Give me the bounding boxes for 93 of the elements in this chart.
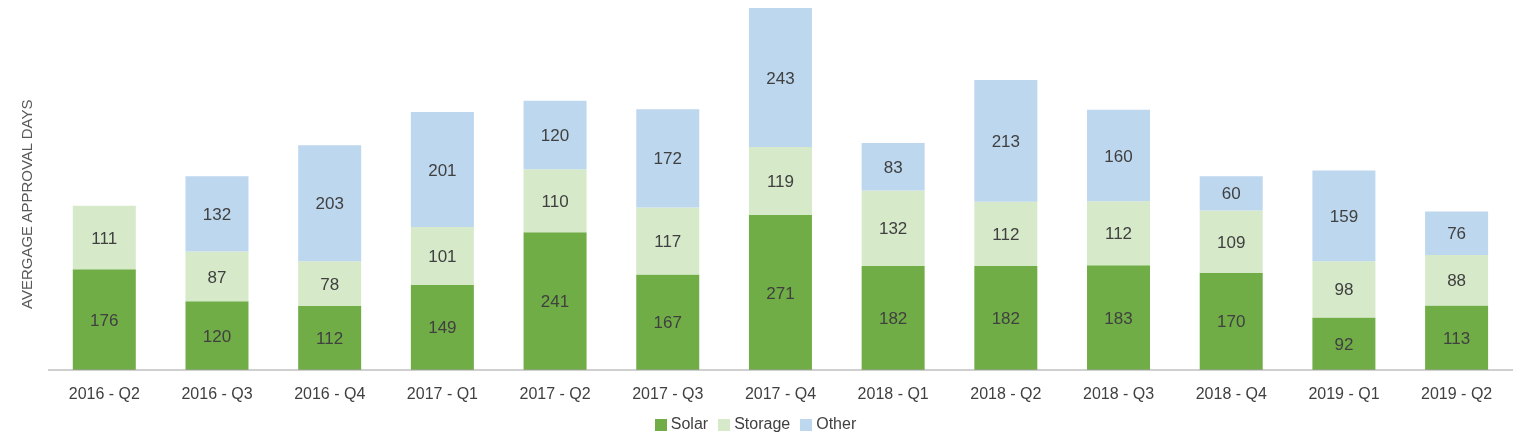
x-tick-label: 2018 - Q3: [1083, 385, 1155, 403]
x-tick-label: 2016 - Q2: [68, 385, 141, 403]
bar: [861, 265, 925, 370]
bar: [861, 190, 925, 266]
data-label: 132: [878, 219, 908, 239]
data-label: 98: [1334, 280, 1354, 300]
bar: [748, 215, 812, 370]
data-label: 149: [428, 318, 457, 338]
bar: [748, 146, 812, 216]
data-label: 76: [1447, 224, 1467, 244]
legend-label: Other: [816, 415, 857, 432]
data-label: 87: [207, 267, 227, 287]
data-label: 170: [1217, 312, 1246, 332]
bar: [410, 112, 474, 228]
legend-label: Storage: [734, 415, 791, 432]
data-label: 113: [1443, 328, 1471, 348]
data-label: 111: [91, 228, 118, 248]
bar: [1312, 261, 1376, 318]
legend-label: Solar: [670, 415, 709, 432]
data-label: 83: [883, 157, 903, 177]
data-label: 92: [1334, 334, 1354, 354]
bar: [748, 8, 812, 147]
bar: [72, 269, 136, 370]
bar: [523, 100, 587, 170]
data-label: 112: [1104, 224, 1133, 244]
bar: [636, 109, 700, 208]
bar: [1425, 255, 1489, 306]
data-label: 172: [653, 149, 682, 169]
data-label: 120: [540, 125, 570, 145]
bar: [1425, 305, 1489, 370]
bar: [636, 207, 700, 275]
bar: [523, 232, 587, 370]
data-label: 182: [991, 308, 1021, 328]
y-axis-title: AVERGAGE APPROVAL DAYS: [18, 99, 36, 309]
data-label: 119: [766, 172, 794, 192]
bar: [185, 176, 249, 252]
bar: [72, 205, 136, 270]
data-label: 109: [1217, 232, 1246, 252]
data-label: 271: [766, 283, 795, 303]
x-tick-label: 2017 - Q1: [406, 385, 479, 403]
bar: [298, 305, 362, 370]
data-label: 176: [90, 310, 119, 330]
x-tick-label: 2018 - Q2: [970, 385, 1042, 403]
x-tick-label: 2018 - Q1: [857, 385, 929, 403]
bar: [974, 201, 1038, 266]
bar: [1199, 272, 1263, 370]
data-label: 101: [428, 246, 457, 266]
bar: [1312, 170, 1376, 262]
bar: [1199, 176, 1263, 211]
bar: [861, 142, 925, 191]
x-tick-label: 2019 - Q2: [1421, 385, 1493, 403]
x-tick-label: 2017 - Q2: [519, 385, 591, 403]
data-label: 117: [654, 232, 682, 252]
x-tick-label: 2016 - Q3: [181, 385, 253, 403]
data-label: 78: [320, 274, 340, 294]
bar: [1087, 109, 1151, 202]
data-label: 88: [1447, 271, 1467, 291]
data-label: 183: [1104, 308, 1133, 328]
bar: [410, 227, 474, 285]
bar: [298, 145, 362, 262]
data-label: 112: [316, 329, 344, 349]
bar: [1199, 210, 1263, 273]
data-label: 132: [202, 204, 232, 224]
x-tick-label: 2017 - Q3: [632, 385, 704, 403]
data-label: 60: [1221, 184, 1241, 204]
x-tick-label: 2016 - Q4: [294, 385, 366, 403]
bar: [1087, 201, 1151, 266]
bar: [974, 80, 1038, 202]
bar: [523, 169, 587, 233]
data-label: 110: [541, 191, 569, 211]
data-label: 159: [1329, 206, 1359, 226]
bar: [1312, 317, 1376, 370]
data-label: 182: [878, 308, 908, 328]
bar: [974, 265, 1038, 370]
data-label: 120: [202, 326, 232, 346]
data-label: 213: [991, 132, 1021, 151]
data-label: 160: [1104, 146, 1133, 166]
bar: [1087, 265, 1151, 370]
bar: [185, 251, 249, 302]
bar: [410, 284, 474, 370]
bar: [298, 261, 362, 306]
data-label: 203: [315, 194, 344, 214]
data-label: 201: [428, 160, 457, 180]
x-tick-label: 2017 - Q4: [744, 385, 817, 403]
bar: [636, 274, 700, 370]
x-tick-label: 2019 - Q1: [1308, 385, 1380, 403]
data-label: 167: [653, 313, 682, 333]
x-tick-label: 2018 - Q4: [1195, 385, 1267, 403]
data-label: 112: [992, 224, 1020, 244]
bar: [185, 301, 249, 370]
data-label: 243: [766, 68, 795, 88]
bar: [1425, 211, 1489, 256]
data-label: 241: [540, 292, 570, 312]
